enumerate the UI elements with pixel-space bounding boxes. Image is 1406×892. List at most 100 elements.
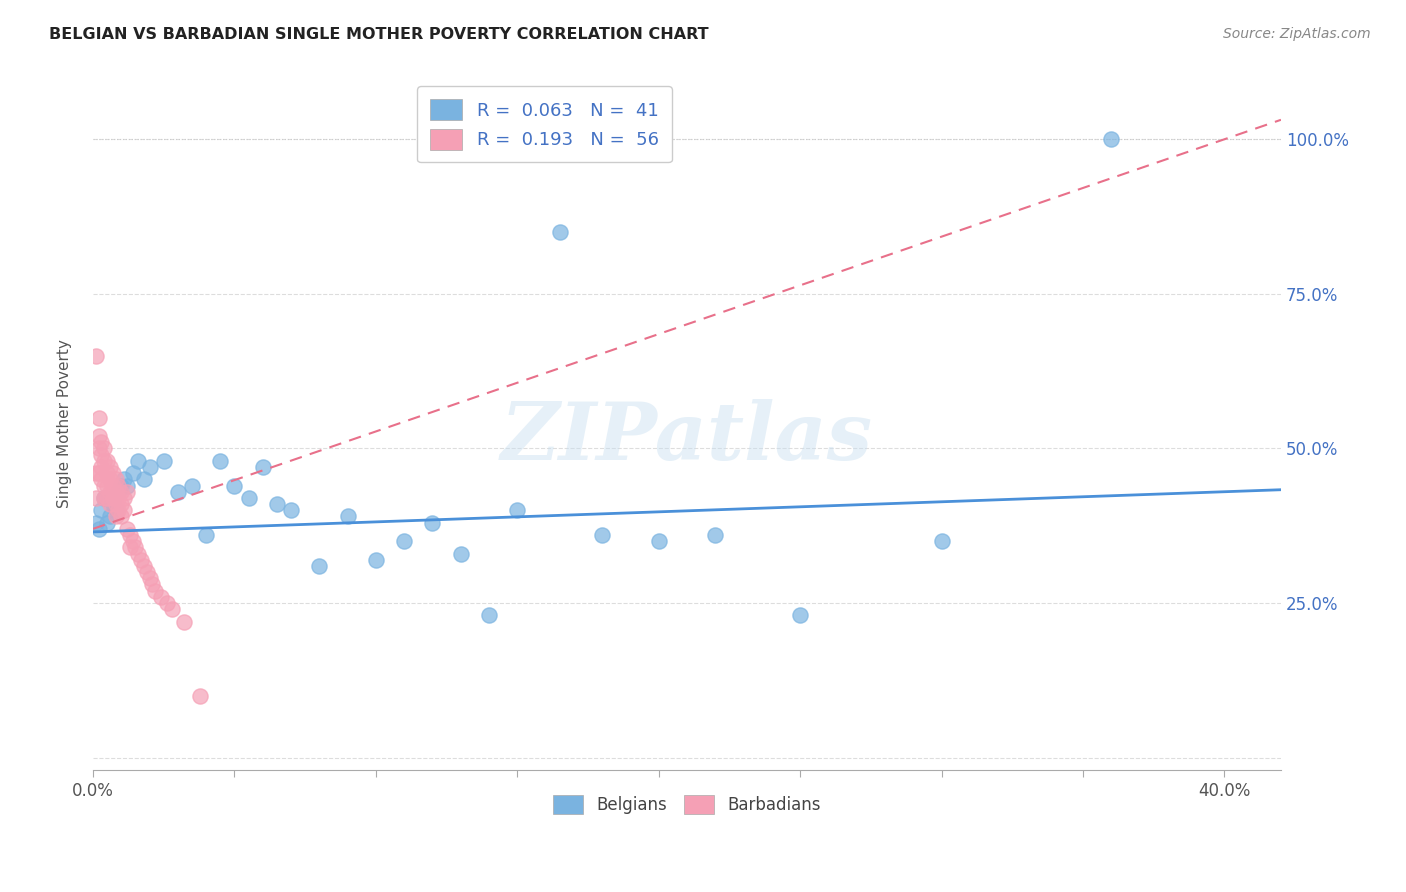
Point xyxy=(107,503,129,517)
Text: Source: ZipAtlas.com: Source: ZipAtlas.com xyxy=(1223,27,1371,41)
Point xyxy=(138,571,160,585)
Point xyxy=(98,497,121,511)
Point xyxy=(127,454,149,468)
Point xyxy=(266,497,288,511)
Point xyxy=(96,466,118,480)
Point xyxy=(138,460,160,475)
Point xyxy=(112,491,135,505)
Point xyxy=(506,503,529,517)
Point xyxy=(124,541,146,555)
Point xyxy=(280,503,302,517)
Point xyxy=(789,608,811,623)
Point xyxy=(87,429,110,443)
Point xyxy=(84,349,107,363)
Point xyxy=(90,448,112,462)
Point xyxy=(190,689,212,703)
Point xyxy=(112,472,135,486)
Point xyxy=(93,454,115,468)
Point xyxy=(118,528,141,542)
Point xyxy=(1099,132,1122,146)
Point xyxy=(107,478,129,492)
Point xyxy=(195,528,218,542)
Point xyxy=(931,534,953,549)
Point xyxy=(121,534,143,549)
Point xyxy=(129,553,152,567)
Point xyxy=(647,534,669,549)
Point xyxy=(167,484,190,499)
Point xyxy=(364,553,387,567)
Point xyxy=(155,596,177,610)
Point xyxy=(704,528,727,542)
Text: ZIPatlas: ZIPatlas xyxy=(501,399,873,476)
Point xyxy=(141,577,163,591)
Point xyxy=(104,497,127,511)
Point xyxy=(96,454,118,468)
Point xyxy=(173,615,195,629)
Point xyxy=(308,558,330,573)
Point xyxy=(98,472,121,486)
Point xyxy=(87,466,110,480)
Point xyxy=(422,516,444,530)
Point xyxy=(93,491,115,505)
Point xyxy=(107,491,129,505)
Point xyxy=(336,509,359,524)
Point xyxy=(132,558,155,573)
Point xyxy=(90,503,112,517)
Point xyxy=(181,478,204,492)
Point xyxy=(98,484,121,499)
Point xyxy=(591,528,613,542)
Point xyxy=(112,503,135,517)
Point xyxy=(115,478,138,492)
Point xyxy=(110,484,132,499)
Point xyxy=(96,516,118,530)
Point xyxy=(118,541,141,555)
Legend: Belgians, Barbadians: Belgians, Barbadians xyxy=(543,785,831,824)
Point xyxy=(392,534,415,549)
Point xyxy=(84,466,107,480)
Point xyxy=(101,497,124,511)
Point xyxy=(90,472,112,486)
Point xyxy=(93,478,115,492)
Point xyxy=(160,602,183,616)
Point xyxy=(107,484,129,499)
Point xyxy=(152,454,174,468)
Point xyxy=(135,565,157,579)
Point xyxy=(238,491,260,505)
Point xyxy=(84,491,107,505)
Point xyxy=(110,497,132,511)
Point xyxy=(87,442,110,456)
Point xyxy=(93,442,115,456)
Point xyxy=(101,491,124,505)
Point xyxy=(149,590,172,604)
Point xyxy=(87,522,110,536)
Point xyxy=(98,460,121,475)
Point xyxy=(104,484,127,499)
Point xyxy=(115,522,138,536)
Point xyxy=(98,509,121,524)
Point xyxy=(115,484,138,499)
Point xyxy=(101,478,124,492)
Point xyxy=(93,491,115,505)
Point xyxy=(110,478,132,492)
Point xyxy=(121,466,143,480)
Point xyxy=(104,503,127,517)
Point xyxy=(90,460,112,475)
Text: BELGIAN VS BARBADIAN SINGLE MOTHER POVERTY CORRELATION CHART: BELGIAN VS BARBADIAN SINGLE MOTHER POVER… xyxy=(49,27,709,42)
Point xyxy=(143,583,166,598)
Point xyxy=(127,547,149,561)
Point xyxy=(101,466,124,480)
Point xyxy=(96,478,118,492)
Point xyxy=(132,472,155,486)
Point xyxy=(96,491,118,505)
Point xyxy=(104,472,127,486)
Point xyxy=(110,509,132,524)
Point xyxy=(90,435,112,450)
Point xyxy=(450,547,472,561)
Point xyxy=(252,460,274,475)
Y-axis label: Single Mother Poverty: Single Mother Poverty xyxy=(58,339,72,508)
Point xyxy=(548,225,571,239)
Point xyxy=(84,516,107,530)
Point xyxy=(104,509,127,524)
Point xyxy=(224,478,246,492)
Point xyxy=(209,454,232,468)
